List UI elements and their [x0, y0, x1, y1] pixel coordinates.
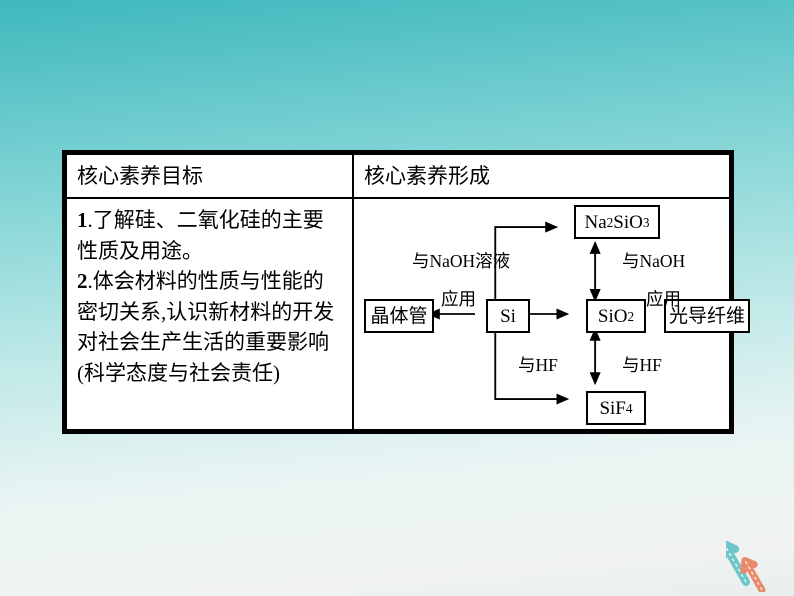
- node-sif4: SiF4: [586, 391, 646, 425]
- label-naoh: 与NaOH: [622, 249, 685, 274]
- header-right: 核心素养形成: [353, 154, 730, 198]
- node-sio2: SiO2: [586, 299, 646, 333]
- content-card: 核心素养目标 核心素养形成 1.了解硅、二氧化硅的主要性质及用途。 2.体会材料…: [62, 150, 734, 434]
- table-header-row: 核心素养目标 核心素养形成: [66, 154, 730, 198]
- line1: .了解硅、二氧化硅的主要性质及用途。: [77, 208, 324, 262]
- corner-decoration: [726, 522, 786, 592]
- flowchart: Na2SiO3 晶体管 Si SiO2 光导纤维 SiF4 与NaOH溶液 与N…: [364, 205, 719, 423]
- line2: .体会材料的性质与性能的密切关系,认识新材料的开发对社会生产生活的重要影响(科学…: [77, 269, 334, 384]
- label-hf2: 与HF: [622, 353, 662, 378]
- body-right-cell: Na2SiO3 晶体管 Si SiO2 光导纤维 SiF4 与NaOH溶液 与N…: [353, 198, 730, 430]
- node-si: Si: [486, 299, 530, 333]
- node-na2sio3: Na2SiO3: [574, 205, 660, 239]
- label-hf1: 与HF: [518, 353, 558, 378]
- header-left: 核心素养目标: [66, 154, 353, 198]
- slide-root: 核心素养目标 核心素养形成 1.了解硅、二氧化硅的主要性质及用途。 2.体会材料…: [0, 0, 794, 596]
- label-naoh-sol: 与NaOH溶液: [412, 249, 510, 274]
- label-app1: 应用: [441, 287, 476, 312]
- node-crystal: 晶体管: [364, 299, 434, 333]
- label-app2: 应用: [646, 287, 681, 312]
- table-body-row: 1.了解硅、二氧化硅的主要性质及用途。 2.体会材料的性质与性能的密切关系,认识…: [66, 198, 730, 430]
- body-left-cell: 1.了解硅、二氧化硅的主要性质及用途。 2.体会材料的性质与性能的密切关系,认识…: [66, 198, 353, 430]
- core-table: 核心素养目标 核心素养形成 1.了解硅、二氧化硅的主要性质及用途。 2.体会材料…: [65, 153, 731, 431]
